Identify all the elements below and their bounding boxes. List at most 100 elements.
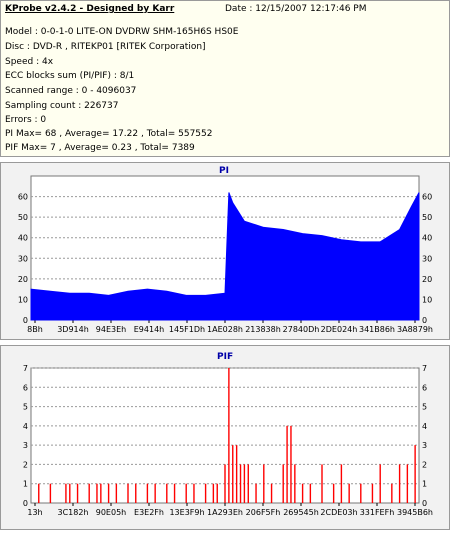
pif-xtick-label: 13E3F9h <box>169 508 204 517</box>
pif-bar <box>228 368 230 503</box>
pif-bar <box>371 483 374 503</box>
pi-ytick-right: 20 <box>422 275 432 284</box>
pi-xtick-label: 8Bh <box>27 325 43 334</box>
pif-bar <box>49 483 52 503</box>
pi-xtick-label: 94E3Eh <box>96 325 126 334</box>
scan-date: Date : 12/15/2007 12:17:46 PM <box>225 4 367 14</box>
pi-xtick-label: 27840Dh <box>283 325 320 334</box>
pif-xtick-label: 13h <box>27 508 42 517</box>
pif-bar <box>76 483 79 503</box>
pi-xtick-label: 3A8879h <box>397 325 433 334</box>
pif-ytick-right: 1 <box>422 480 427 489</box>
pif-bar <box>309 483 312 503</box>
pi-xtick-label: 2DE024h <box>321 325 358 334</box>
pif-bar <box>127 483 129 503</box>
pi-ytick-left: 60 <box>18 193 28 202</box>
pif-bar <box>360 483 362 503</box>
pi-ytick-right: 0 <box>422 316 427 325</box>
pif-ytick-left: 0 <box>23 499 28 508</box>
pif-bar <box>398 464 401 503</box>
pif-bar <box>414 445 416 503</box>
info-errors: Errors : 0 <box>5 115 47 125</box>
pif-xtick-label: 269545h <box>283 508 319 517</box>
pif-ytick-left: 4 <box>23 422 28 431</box>
pi-ytick-left: 40 <box>18 234 28 243</box>
pi-series-area <box>30 192 420 321</box>
pi-ytick-right: 50 <box>422 213 432 222</box>
pi-ytick-left: 20 <box>18 275 28 284</box>
pi-chart-panel: PI 0 0 10 10 20 20 30 30 40 40 50 50 60 60 8Bh 3D914h 94… <box>0 162 450 340</box>
pi-chart: 0 0 10 10 20 20 30 30 40 40 50 50 60 60 8Bh 3D914h 94E3E… <box>18 175 433 334</box>
pif-bar <box>243 464 246 503</box>
pif-bar <box>146 483 149 503</box>
pif-ytick-right: 5 <box>422 403 427 412</box>
pi-chart-title: PI <box>219 166 229 176</box>
pif-bar <box>204 483 207 503</box>
pi-xtick-label: 1AE028h <box>207 325 243 334</box>
pif-xtick-label: E3E2Fh <box>134 508 164 517</box>
pif-bar <box>166 483 168 503</box>
app-title: KProbe v2.4.2 - Designed by Karr <box>5 4 175 14</box>
pi-xtick-label: 145F1Dh <box>169 325 205 334</box>
pi-xtick-label: 213838h <box>245 325 281 334</box>
pif-ytick-left: 6 <box>23 383 28 392</box>
info-speed: Speed : 4x <box>5 57 54 67</box>
pif-bar <box>255 483 257 503</box>
pi-ytick-right: 10 <box>422 295 432 304</box>
info-panel: KProbe v2.4.2 - Designed by Karr Date : … <box>0 0 450 157</box>
info-disc: Disc : DVD-R , RITEKP01 [RITEK Corporati… <box>5 42 206 52</box>
pi-ytick-left: 0 <box>23 316 28 325</box>
pif-bar <box>247 464 249 503</box>
pif-ytick-left: 3 <box>23 441 28 450</box>
pif-bar <box>406 464 409 503</box>
pif-bar <box>135 483 137 503</box>
pif-ytick-right: 3 <box>422 441 427 450</box>
pif-bar <box>224 464 226 503</box>
pif-bar <box>193 483 195 503</box>
pif-xtick-label: 1A293Eh <box>207 508 243 517</box>
pif-bar <box>340 464 343 503</box>
pif-bar <box>154 483 156 503</box>
pif-bar <box>290 425 292 503</box>
pif-bar <box>286 425 288 503</box>
pi-ytick-right: 60 <box>422 193 432 202</box>
pi-xtick-label: 341B86h <box>359 325 395 334</box>
pif-bar <box>348 483 350 503</box>
pif-ytick-left: 1 <box>23 480 28 489</box>
pif-ytick-right: 6 <box>422 383 427 392</box>
pif-bar <box>88 483 90 503</box>
pif-xtick-label: 331FEFh <box>360 508 395 517</box>
pif-xtick-label: 2CDE03h <box>320 508 357 517</box>
pi-ytick-left: 30 <box>18 254 28 263</box>
info-sampling: Sampling count : 226737 <box>5 101 119 111</box>
pif-bar <box>270 483 273 503</box>
pi-ytick-left: 50 <box>18 213 28 222</box>
pif-ytick-right: 7 <box>422 364 427 373</box>
pif-ytick-right: 4 <box>422 422 427 431</box>
pif-ytick-right: 2 <box>422 460 427 469</box>
pi-xtick-label: 3D914h <box>57 325 89 334</box>
pif-bar <box>115 483 118 503</box>
pif-xtick-label: 206F5Fh <box>246 508 281 517</box>
pi-xtick-label: E9414h <box>134 325 164 334</box>
info-pif-stats: PIF Max= 7 , Average= 0.23 , Total= 7389 <box>5 143 195 153</box>
info-pi-stats: PI Max= 68 , Average= 17.22 , Total= 557… <box>5 129 213 139</box>
pif-bar <box>173 483 176 503</box>
pif-bar <box>96 483 98 503</box>
pif-ytick-left: 5 <box>23 403 28 412</box>
pi-ytick-left: 10 <box>18 295 28 304</box>
pif-bar <box>216 483 218 503</box>
pif-xtick-label: 3C182h <box>57 508 88 517</box>
pif-ytick-right: 0 <box>422 499 427 508</box>
pif-bar <box>100 483 102 503</box>
pif-bar <box>107 483 110 503</box>
pif-xtick-label: 3945B6h <box>397 508 433 517</box>
pif-chart-title: PIF <box>217 352 234 362</box>
pif-bar <box>185 483 187 503</box>
pif-bar <box>212 483 215 503</box>
pif-xtick-label: 90E05h <box>96 508 126 517</box>
pif-ytick-left: 2 <box>23 460 28 469</box>
pif-bar <box>301 483 304 503</box>
pif-bar <box>38 483 40 503</box>
pif-bar <box>321 464 323 503</box>
